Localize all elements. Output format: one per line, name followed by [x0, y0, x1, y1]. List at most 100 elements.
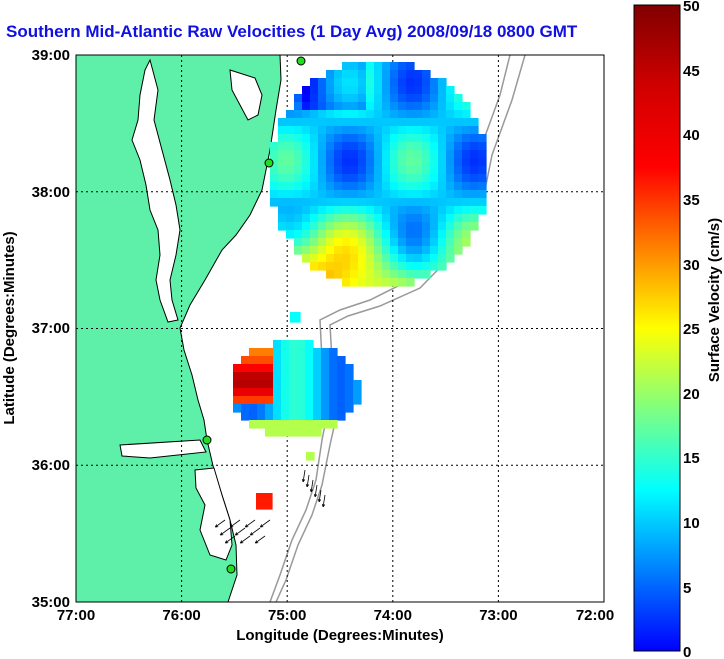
velocity-cell: [390, 142, 399, 151]
velocity-cell: [462, 198, 471, 207]
velocity-cell: [446, 174, 455, 183]
velocity-cell: [326, 110, 335, 119]
velocity-cell: [273, 428, 282, 437]
velocity-cell: [342, 174, 351, 183]
velocity-cell: [366, 78, 375, 87]
velocity-cell: [310, 118, 319, 127]
velocity-cell: [334, 198, 343, 207]
velocity-cell: [470, 126, 479, 135]
velocity-cell: [294, 174, 303, 183]
velocity-cell: [310, 254, 319, 263]
velocity-cell: [358, 214, 367, 223]
velocity-cell: [446, 190, 455, 199]
velocity-cell: [326, 150, 335, 159]
velocity-cell: [438, 166, 447, 175]
velocity-cell: [265, 380, 274, 389]
velocity-cell: [438, 262, 447, 271]
velocity-cell: [358, 78, 367, 87]
velocity-cell: [318, 134, 327, 143]
velocity-cell: [422, 246, 431, 255]
velocity-cell: [398, 262, 407, 271]
velocity-cell: [358, 190, 367, 199]
colorbar-tick: 45: [683, 63, 700, 80]
velocity-cell: [278, 198, 287, 207]
velocity-cell: [366, 166, 375, 175]
velocity-cell: [406, 238, 415, 247]
radar-station: [202, 435, 212, 445]
velocity-cell: [358, 118, 367, 127]
velocity-cell: [241, 412, 250, 421]
velocity-cell: [422, 70, 431, 79]
velocity-cell: [358, 230, 367, 239]
velocity-cell: [470, 166, 479, 175]
velocity-cell: [382, 238, 391, 247]
colorbar-tick: 10: [683, 515, 700, 532]
velocity-cell: [313, 396, 322, 405]
velocity-cell: [438, 94, 447, 103]
velocity-cell: [273, 364, 282, 373]
velocity-cell: [374, 262, 383, 271]
velocity-cell: [294, 238, 303, 247]
velocity-cell: [286, 206, 295, 215]
velocity-arrow: [313, 484, 318, 498]
velocity-cell: [358, 262, 367, 271]
velocity-cell: [318, 166, 327, 175]
velocity-cell: [289, 420, 298, 429]
velocity-cell: [310, 262, 319, 271]
velocity-cell: [470, 182, 479, 191]
velocity-cell: [286, 110, 295, 119]
velocity-cell: [334, 158, 343, 167]
velocity-cell: [382, 270, 391, 279]
velocity-cell: [398, 254, 407, 263]
velocity-cell: [382, 190, 391, 199]
velocity-cell: [310, 214, 319, 223]
velocity-cell: [318, 198, 327, 207]
velocity-cell: [281, 348, 290, 357]
velocity-cell: [297, 388, 306, 397]
velocity-cell: [406, 102, 415, 111]
velocity-cell: [286, 150, 295, 159]
velocity-cell: [270, 190, 279, 199]
velocity-cell: [382, 262, 391, 271]
velocity-cell: [270, 142, 279, 151]
velocity-cell: [249, 396, 258, 405]
velocity-cell: [257, 372, 266, 381]
velocity-cell: [241, 388, 250, 397]
velocity-cell: [414, 166, 423, 175]
velocity-cell: [342, 62, 351, 71]
velocity-cell: [438, 126, 447, 135]
velocity-cell: [249, 380, 258, 389]
velocity-cell: [294, 230, 303, 239]
velocity-cell: [318, 94, 327, 103]
velocity-cell: [318, 142, 327, 151]
velocity-cell: [257, 404, 266, 413]
velocity-cell: [342, 78, 351, 87]
velocity-cell: [302, 206, 311, 215]
velocity-cell: [334, 230, 343, 239]
velocity-cell: [446, 238, 455, 247]
velocity-cell: [414, 86, 423, 95]
velocity-cell: [390, 190, 399, 199]
velocity-cell: [318, 214, 327, 223]
velocity-cell: [345, 388, 354, 397]
velocity-cell: [233, 388, 242, 397]
velocity-cell: [329, 404, 338, 413]
velocity-cell: [430, 118, 439, 127]
velocity-cell: [286, 126, 295, 135]
velocity-arrow: [317, 489, 322, 503]
velocity-cell: [366, 110, 375, 119]
velocity-cell: [414, 78, 423, 87]
velocity-cell: [342, 230, 351, 239]
velocity-cell: [390, 158, 399, 167]
velocity-cell: [454, 222, 463, 231]
velocity-cell: [273, 412, 282, 421]
velocity-cell: [382, 182, 391, 191]
velocity-cell: [430, 166, 439, 175]
velocity-cell: [430, 110, 439, 119]
velocity-cell: [382, 150, 391, 159]
velocity-cell: [358, 150, 367, 159]
velocity-cell: [366, 134, 375, 143]
velocity-cell: [366, 142, 375, 151]
velocity-cell: [446, 198, 455, 207]
velocity-arrow: [244, 519, 256, 528]
